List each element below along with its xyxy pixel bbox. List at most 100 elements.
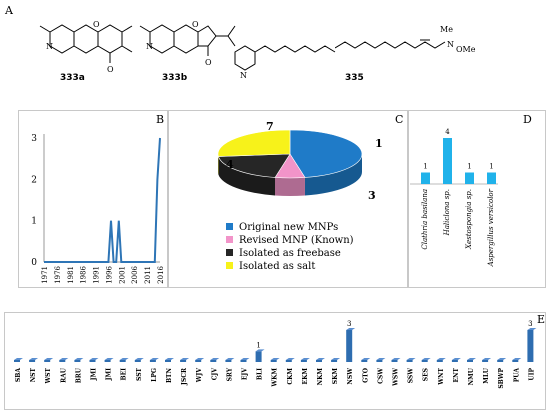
structure-333b xyxy=(139,24,236,56)
bar xyxy=(436,360,443,362)
bar xyxy=(406,360,413,362)
x-tick-label: WJV xyxy=(196,368,203,384)
bar-data-label: 1 xyxy=(467,163,471,171)
pie-side xyxy=(304,154,362,196)
chart-b: 0 1 2 3 1971 1976 1981 1986 1991 1996 2001 2006 2011… xyxy=(31,134,165,284)
legend-swatch xyxy=(226,262,233,269)
panel-c-frame xyxy=(168,110,408,288)
bar xyxy=(512,360,519,362)
bar xyxy=(451,360,458,362)
bar-top xyxy=(391,358,401,360)
pie-side xyxy=(275,177,305,196)
x-tick-label: 2001 xyxy=(118,266,126,284)
structure-335-chain: N Me OMe xyxy=(335,25,476,54)
n-label: N xyxy=(146,42,153,51)
x-tick-label: BTN xyxy=(166,367,173,383)
bar-top xyxy=(300,358,310,360)
bar-top xyxy=(512,358,522,360)
bar-top xyxy=(255,349,265,352)
bar xyxy=(465,172,474,184)
x-tick-label: PUA xyxy=(513,368,520,383)
y-tick-label: 3 xyxy=(31,134,37,144)
panel-d-frame xyxy=(408,110,546,288)
x-tick-label: CKM xyxy=(287,368,294,385)
legend-label: Original new MNPs xyxy=(239,222,338,233)
chemical-structures: N O O N O O N xyxy=(39,20,336,80)
bar-top xyxy=(421,358,431,360)
x-tick-label: SBA xyxy=(15,368,22,382)
x-tick-label: CSW xyxy=(377,368,384,384)
y-tick-label: 2 xyxy=(31,175,37,185)
bar xyxy=(29,360,36,362)
x-tick-label: SKM xyxy=(332,368,339,385)
bar xyxy=(270,360,277,362)
x-tick-label: WKM xyxy=(272,368,279,388)
bar xyxy=(195,360,202,362)
bar-top xyxy=(44,358,54,360)
bar xyxy=(346,330,353,362)
bar xyxy=(165,360,171,362)
bar xyxy=(487,172,496,184)
bar xyxy=(134,360,141,362)
series-line xyxy=(44,137,161,263)
x-tick-label: Clathria basilana xyxy=(421,189,429,250)
x-tick-label: 1976 xyxy=(54,265,62,283)
x-tick-label: BLI xyxy=(257,368,264,380)
bar xyxy=(104,360,111,362)
legend-swatch xyxy=(226,249,233,256)
bar xyxy=(225,360,232,362)
bar xyxy=(74,360,81,362)
bar-top xyxy=(14,358,23,360)
pie-data-label: 4 xyxy=(226,158,234,171)
bar-top xyxy=(74,358,84,360)
panel-b-frame xyxy=(18,110,168,288)
bar xyxy=(149,360,156,362)
x-tick-label: EKM xyxy=(302,368,309,385)
bar xyxy=(210,360,217,362)
pie-data-label: 1 xyxy=(375,137,383,150)
compound-label-335: 335 xyxy=(345,73,364,83)
y-tick-label: 1 xyxy=(31,217,37,227)
chart-e: SBA NST WST RAU BRU JMI JMI BEI SST LPG BTN JSCR WJV… xyxy=(14,320,537,389)
y-tick-label: 0 xyxy=(31,258,37,268)
bar-top xyxy=(89,358,99,360)
bar xyxy=(59,360,66,362)
structure-335 xyxy=(234,45,336,71)
bar xyxy=(467,360,473,362)
bar-top xyxy=(361,358,371,360)
bar-top xyxy=(270,358,280,360)
legend-swatch xyxy=(226,236,233,243)
x-tick-label: 2016 xyxy=(157,265,165,283)
x-tick-label: WNT xyxy=(438,367,445,385)
x-tick-label: NKM xyxy=(317,368,324,386)
x-tick-label: 1991 xyxy=(93,266,101,284)
bar-top xyxy=(225,358,235,360)
bar xyxy=(240,360,247,362)
bar xyxy=(527,330,534,362)
x-tick-label: RAU xyxy=(60,367,67,383)
bar-top xyxy=(451,358,461,360)
bar-top xyxy=(165,358,174,360)
x-tick-label: JSCR xyxy=(181,367,188,386)
x-tick-label: JMI xyxy=(91,368,98,381)
bar xyxy=(331,360,338,362)
bar-top xyxy=(376,358,386,360)
bar xyxy=(300,360,307,362)
x-tick-label: LPG xyxy=(151,368,158,382)
x-tick-label: NSW xyxy=(347,368,354,385)
x-tick-label: SSW xyxy=(408,368,415,384)
x-tick-label: SST xyxy=(136,367,143,381)
x-tick-label: Haliclona sp. xyxy=(443,189,451,236)
x-tick-label: GTO xyxy=(362,368,369,383)
compound-label-333a: 333a xyxy=(60,73,85,83)
pie-data-label: 3 xyxy=(368,189,376,202)
x-tick-label: WST xyxy=(45,367,52,384)
bar-top xyxy=(134,358,144,360)
x-tick-label: NST xyxy=(30,367,37,382)
bar-top xyxy=(119,358,129,360)
bar xyxy=(255,351,262,362)
panel-label-d: D xyxy=(523,113,532,126)
bar-top xyxy=(497,358,507,360)
panel-label-b: B xyxy=(156,113,165,126)
x-tick-label: UIP xyxy=(528,368,535,381)
